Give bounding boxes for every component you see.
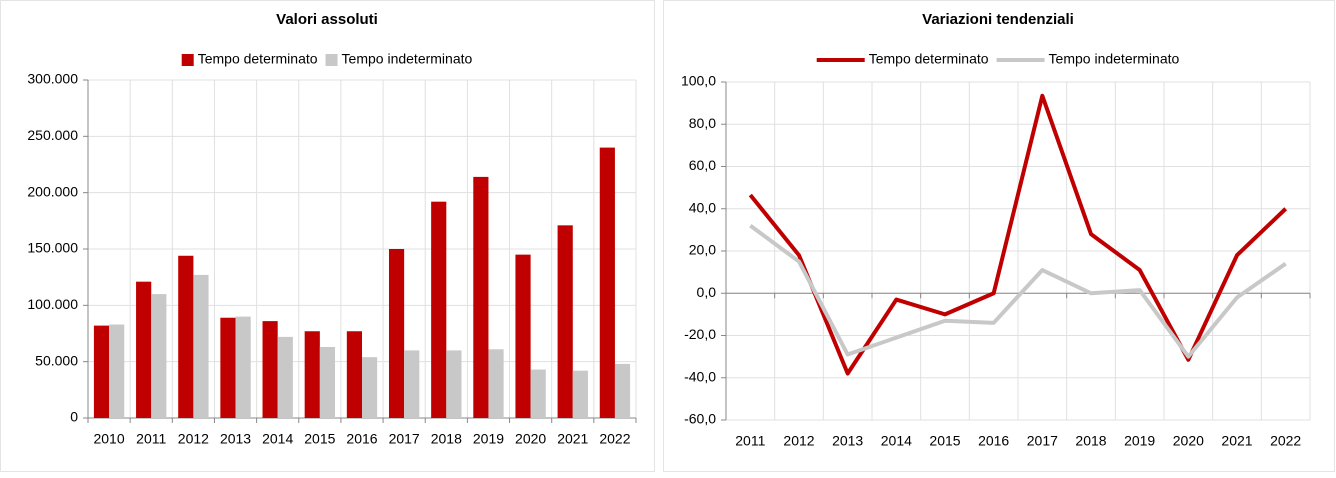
x-tick-label: 2014 <box>262 431 293 447</box>
bar <box>346 331 362 418</box>
x-tick-label: 2013 <box>832 433 863 449</box>
x-tick-label: 2021 <box>557 431 588 447</box>
bar <box>488 349 504 418</box>
bar <box>277 336 293 418</box>
y-tick-label: 250.000 <box>27 127 78 143</box>
x-tick-label: 2018 <box>431 431 462 447</box>
panel-border <box>0 0 655 472</box>
x-tick-label: 2012 <box>178 431 209 447</box>
y-tick-label: 80,0 <box>689 115 716 131</box>
line-series <box>749 224 1287 359</box>
y-tick-label: 150.000 <box>27 240 78 256</box>
x-tick-label: 2018 <box>1075 433 1106 449</box>
x-tick-label: 2022 <box>599 431 630 447</box>
y-tick-label: 0 <box>70 409 78 425</box>
x-tick-label: 2017 <box>389 431 420 447</box>
y-tick-label: -40,0 <box>684 368 716 384</box>
bar <box>557 225 573 418</box>
x-tick-label: 2016 <box>346 431 377 447</box>
bar <box>109 324 125 418</box>
x-tick-label: 2010 <box>93 431 124 447</box>
x-tick-label: 2020 <box>1173 433 1204 449</box>
y-tick-label: 20,0 <box>689 242 716 258</box>
bar <box>178 255 194 418</box>
y-tick-label: 0,0 <box>697 284 717 300</box>
bar <box>515 254 531 418</box>
legend-marker <box>325 54 338 66</box>
bar <box>362 357 378 418</box>
x-tick-label: 2014 <box>881 433 912 449</box>
y-tick-label: 60,0 <box>689 157 716 173</box>
chart-title: Valori assoluti <box>276 11 378 28</box>
x-tick-label: 2011 <box>735 433 765 449</box>
bar <box>262 321 278 418</box>
legend-marker <box>181 54 194 66</box>
panel-border <box>663 0 1335 472</box>
legend-label: Tempo determinato <box>869 51 989 67</box>
bar <box>136 281 152 418</box>
y-tick-label: 100.000 <box>27 296 78 312</box>
x-tick-label: 2021 <box>1221 433 1252 449</box>
x-tick-label: 2013 <box>220 431 251 447</box>
bar <box>572 370 588 418</box>
bar <box>614 363 631 418</box>
bar <box>404 350 420 418</box>
bar <box>446 350 462 418</box>
line-series <box>748 93 1288 376</box>
bar <box>599 147 615 418</box>
x-tick-label: 2019 <box>473 431 504 447</box>
bar <box>235 316 251 418</box>
y-tick-label: 50.000 <box>35 352 78 368</box>
x-tick-label: 2015 <box>929 433 960 449</box>
legend-label: Tempo indeterminato <box>342 51 473 67</box>
y-tick-label: 40,0 <box>689 199 716 215</box>
x-tick-label: 2012 <box>783 433 814 449</box>
y-tick-label: -60,0 <box>684 411 716 427</box>
y-tick-label: 200.000 <box>27 183 78 199</box>
bar <box>151 294 167 418</box>
bar <box>431 201 447 418</box>
legend-label: Tempo determinato <box>198 51 318 67</box>
y-tick-label: -20,0 <box>684 326 716 342</box>
x-tick-label: 2020 <box>515 431 546 447</box>
legend-label: Tempo indeterminato <box>1049 51 1180 67</box>
bar <box>473 176 489 418</box>
x-tick-label: 2019 <box>1124 433 1155 449</box>
bar <box>530 369 546 418</box>
x-tick-label: 2017 <box>1027 433 1058 449</box>
bar <box>220 317 236 418</box>
bar <box>388 249 405 418</box>
y-tick-label: 300.000 <box>27 71 78 87</box>
bar <box>304 331 320 418</box>
y-tick-label: 100,0 <box>681 73 716 89</box>
bar <box>319 347 336 418</box>
x-tick-label: 2016 <box>978 433 1009 449</box>
bar <box>193 274 209 418</box>
chart-title: Variazioni tendenziali <box>922 11 1074 28</box>
bar <box>93 325 110 418</box>
x-tick-label: 2015 <box>304 431 335 447</box>
x-tick-label: 2022 <box>1270 433 1301 449</box>
x-tick-label: 2011 <box>136 431 166 447</box>
